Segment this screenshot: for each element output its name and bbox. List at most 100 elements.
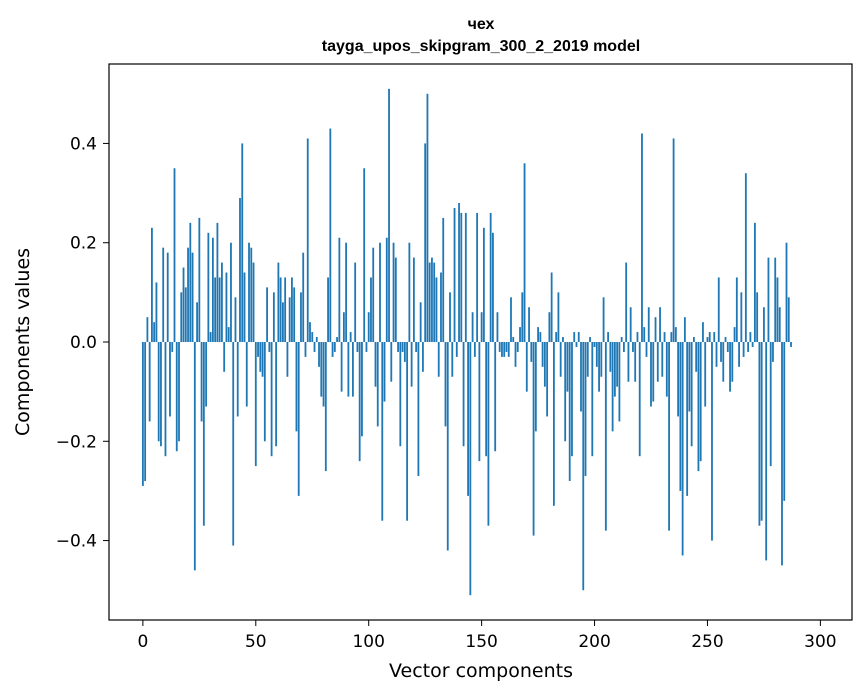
bar — [153, 322, 156, 342]
bar — [374, 342, 377, 387]
bar — [275, 342, 278, 447]
bar — [442, 217, 445, 342]
bar — [435, 277, 438, 342]
bar — [503, 342, 506, 357]
bar — [532, 342, 535, 536]
bar — [498, 342, 501, 352]
bar — [254, 342, 257, 467]
bar — [602, 297, 605, 342]
bar — [555, 332, 558, 342]
bar — [562, 337, 564, 342]
y-axis-ticks: −0.4 −0.2 0.0 0.2 0.4 — [56, 134, 109, 552]
bar — [482, 227, 485, 342]
bar — [731, 342, 734, 382]
bar — [525, 342, 528, 392]
bar — [539, 332, 542, 342]
bar — [293, 287, 296, 342]
x-tick-label: 200 — [578, 632, 610, 652]
bar — [616, 342, 619, 387]
bar — [566, 342, 569, 392]
bar — [760, 342, 763, 521]
bar — [641, 133, 643, 342]
bar — [349, 332, 352, 342]
bar — [623, 342, 625, 352]
bar — [735, 277, 738, 342]
bar — [320, 342, 323, 397]
bar — [577, 332, 580, 342]
bar — [354, 262, 357, 342]
bar — [218, 277, 221, 342]
bar — [446, 342, 449, 551]
bar — [383, 342, 386, 402]
bar — [415, 342, 418, 352]
bar — [512, 337, 515, 342]
bar — [309, 322, 311, 342]
bar — [399, 342, 402, 447]
bar — [688, 342, 691, 412]
bar — [744, 173, 747, 342]
bar — [178, 342, 180, 442]
bar — [528, 307, 530, 342]
bar — [455, 342, 458, 357]
bar — [548, 312, 551, 342]
bar — [379, 242, 381, 342]
bar — [656, 342, 659, 382]
bar — [706, 337, 709, 342]
bar — [184, 287, 187, 342]
bar — [492, 232, 494, 342]
bar — [638, 342, 641, 457]
bar — [611, 342, 614, 432]
bar — [160, 342, 162, 447]
bar — [388, 88, 390, 342]
bar — [236, 342, 239, 417]
bar — [162, 247, 165, 342]
x-tick-label: 100 — [352, 632, 384, 652]
bar — [537, 327, 539, 342]
bar — [216, 222, 219, 342]
bar — [291, 277, 293, 342]
bar — [636, 332, 639, 342]
bar — [331, 342, 334, 357]
bar — [595, 342, 598, 367]
bar — [225, 272, 228, 342]
bar — [496, 312, 499, 342]
bar — [659, 307, 661, 342]
bar — [629, 307, 632, 342]
bar — [738, 342, 740, 367]
bar — [534, 342, 537, 432]
bar — [311, 332, 314, 342]
bar — [437, 342, 440, 377]
bar — [245, 342, 248, 407]
bar — [740, 292, 743, 342]
bar — [661, 342, 664, 377]
bar — [462, 342, 465, 447]
bar — [670, 332, 673, 342]
bar — [753, 222, 756, 342]
bar — [650, 342, 652, 407]
bar — [365, 342, 368, 352]
bar — [464, 212, 467, 342]
bar — [211, 237, 214, 342]
bar — [460, 212, 463, 342]
bar — [336, 337, 338, 342]
bar — [361, 342, 363, 437]
bar — [600, 342, 603, 377]
x-tick-label: 50 — [245, 632, 267, 652]
bar — [618, 342, 621, 422]
bar — [489, 212, 492, 342]
bar — [300, 292, 302, 342]
bar — [568, 342, 571, 481]
bar — [695, 342, 698, 372]
bar — [674, 327, 677, 342]
bar — [693, 337, 695, 342]
bar — [652, 342, 655, 402]
bar — [654, 317, 657, 342]
chart-subtitle: tayga_upos_skipgram_300_2_2019 model — [322, 38, 640, 55]
bar — [487, 342, 490, 526]
bar — [607, 332, 609, 342]
x-axis-label: Vector components — [389, 660, 573, 682]
bar — [175, 342, 178, 452]
bar — [634, 342, 637, 382]
bar — [543, 342, 546, 387]
